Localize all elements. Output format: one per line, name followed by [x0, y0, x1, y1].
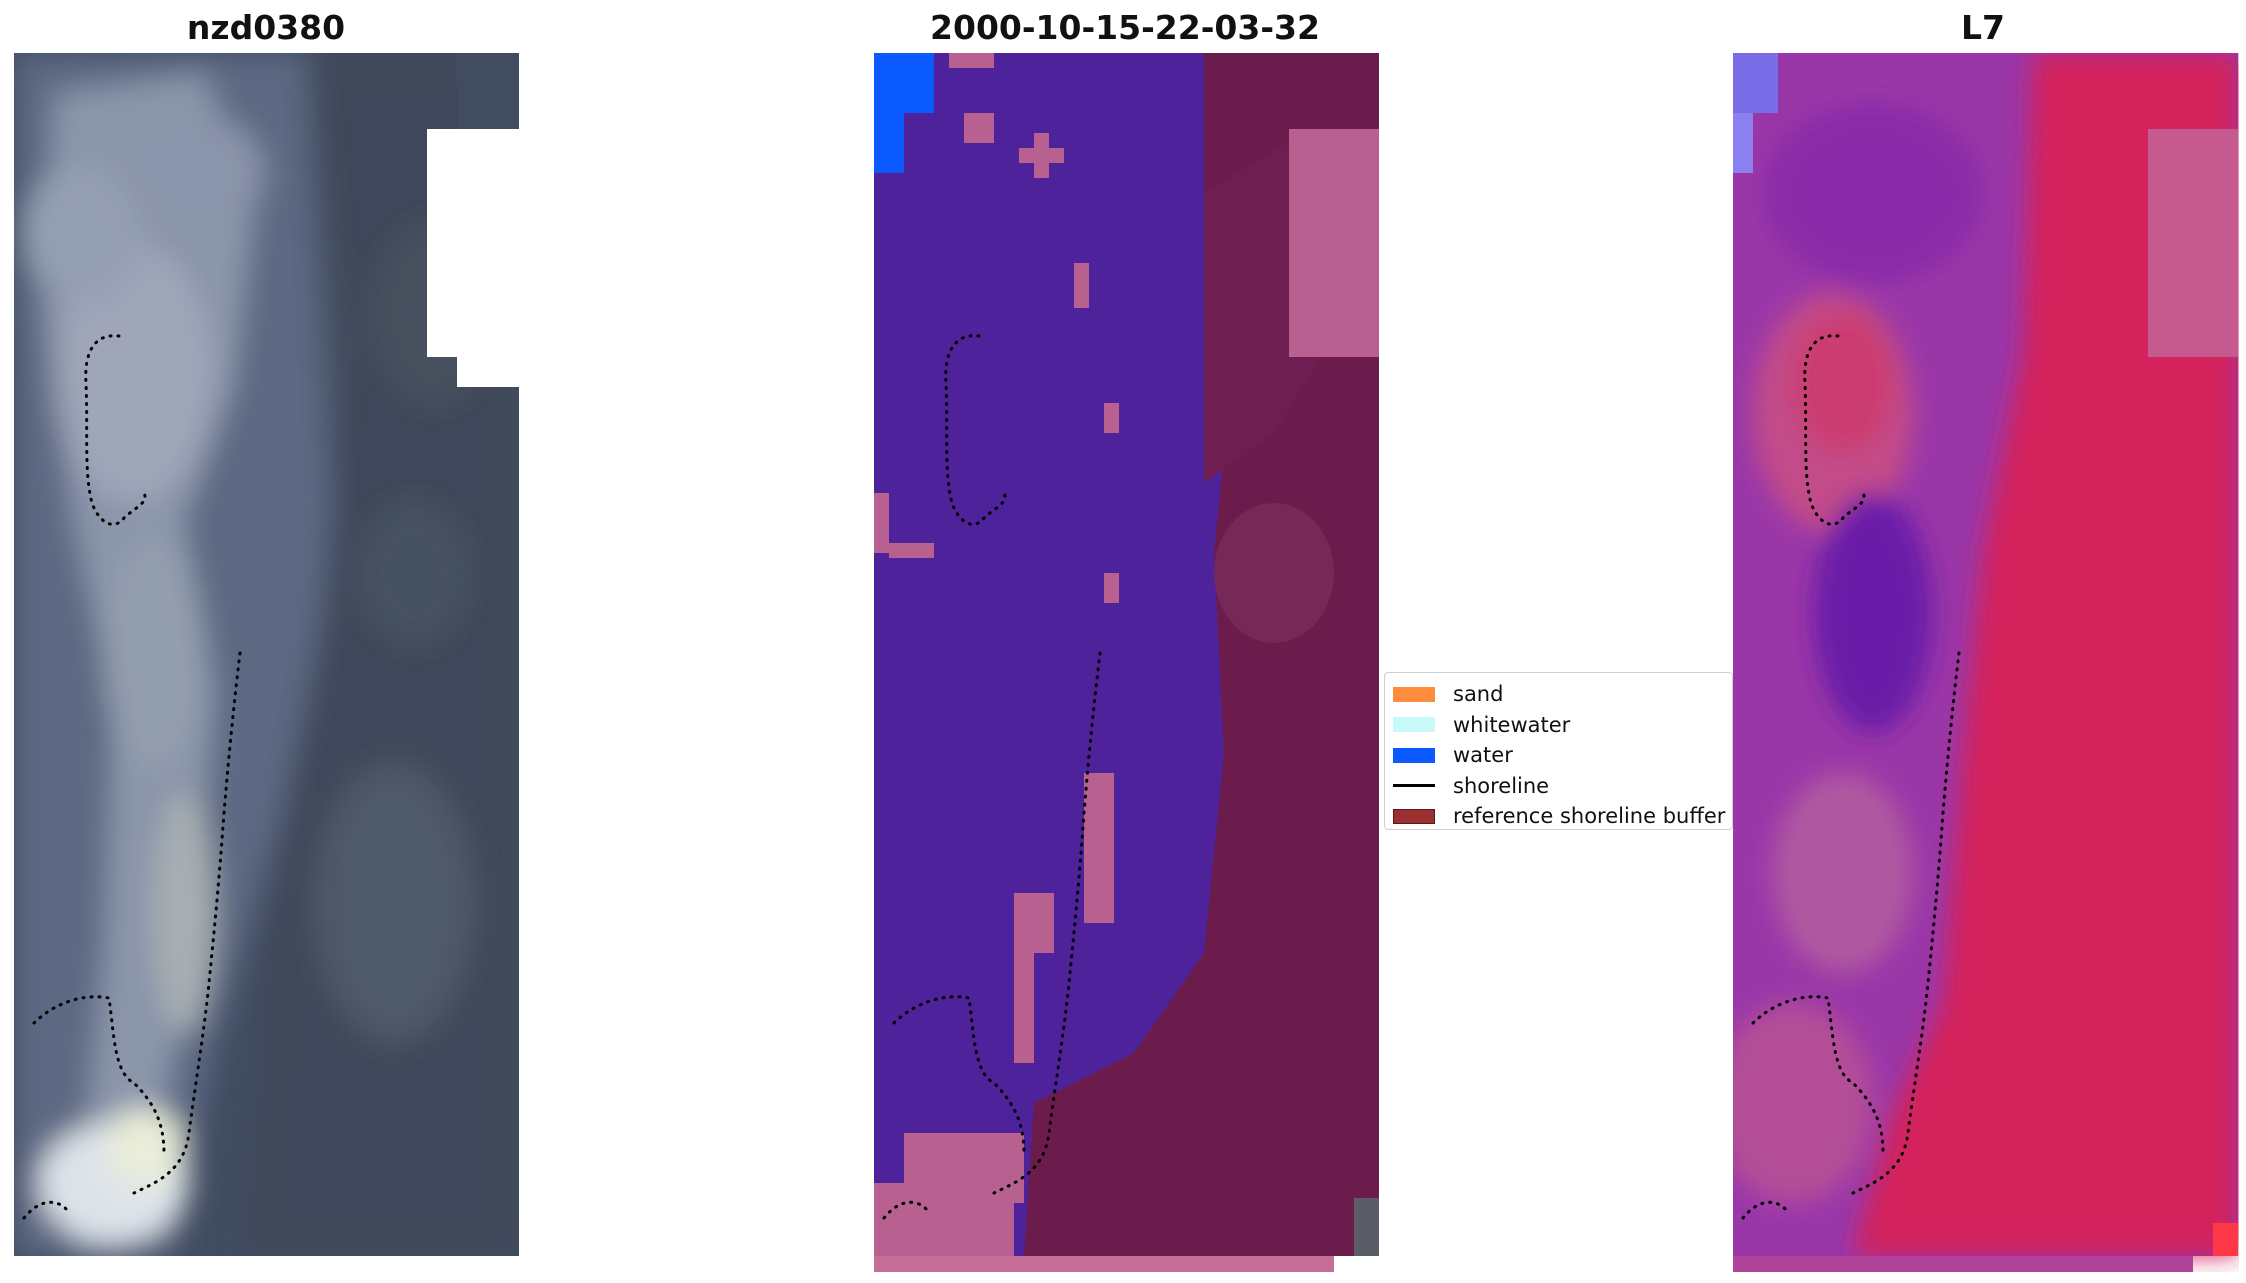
legend: sand whitewater water shoreline referenc…	[1384, 672, 1733, 830]
panel-title-rgb: nzd0380	[186, 8, 346, 47]
legend-label-shoreline: shoreline	[1453, 773, 1550, 798]
legend-item-water: water	[1393, 740, 1724, 771]
legend-swatch-reference-shoreline-buffer	[1393, 808, 1435, 824]
classified-image-panel	[874, 53, 1380, 1272]
legend-label-water: water	[1453, 743, 1513, 768]
panel-title-classified: 2000-10-15-22-03-32	[930, 8, 1320, 47]
legend-swatch-sand	[1393, 686, 1435, 702]
legend-label-reference-shoreline-buffer: reference shoreline buffer	[1453, 804, 1726, 829]
rgb-image	[14, 53, 519, 1256]
rgb-image-panel	[14, 53, 519, 1256]
legend-line-shoreline	[1393, 784, 1435, 788]
index-image	[1733, 53, 2239, 1272]
classified-image	[874, 53, 1380, 1272]
legend-label-whitewater: whitewater	[1453, 712, 1571, 737]
legend-swatch-water	[1393, 747, 1435, 763]
panel-title-index: L7	[1961, 8, 2005, 47]
index-image-panel	[1733, 53, 2239, 1272]
legend-swatch-whitewater	[1393, 717, 1435, 733]
legend-item-reference-shoreline-buffer: reference shoreline buffer	[1393, 801, 1726, 832]
legend-label-sand: sand	[1453, 682, 1504, 707]
legend-item-whitewater: whitewater	[1393, 710, 1724, 741]
legend-item-sand: sand	[1393, 679, 1724, 710]
legend-item-shoreline: shoreline	[1393, 771, 1724, 802]
